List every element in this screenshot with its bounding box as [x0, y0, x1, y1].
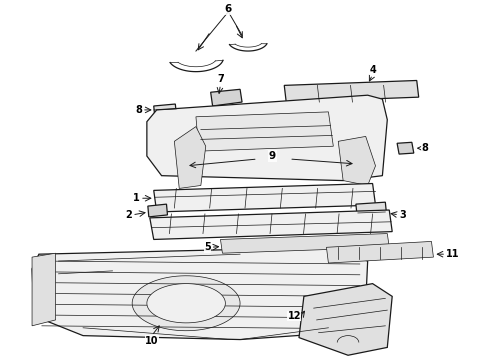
Polygon shape: [147, 95, 387, 181]
Polygon shape: [338, 136, 375, 185]
Text: 8: 8: [422, 143, 429, 153]
Text: 7: 7: [217, 75, 224, 84]
Text: 10: 10: [145, 336, 159, 346]
Polygon shape: [356, 202, 387, 224]
Polygon shape: [299, 284, 392, 355]
Polygon shape: [148, 204, 168, 217]
Polygon shape: [174, 127, 206, 188]
Polygon shape: [132, 276, 240, 331]
Text: 9: 9: [269, 151, 276, 161]
Text: 11: 11: [446, 249, 460, 259]
Text: 12: 12: [288, 311, 301, 321]
Polygon shape: [211, 89, 242, 106]
Polygon shape: [32, 247, 368, 339]
Text: 5: 5: [204, 242, 211, 252]
Polygon shape: [154, 104, 176, 116]
Text: 8: 8: [135, 105, 142, 115]
Polygon shape: [32, 253, 55, 326]
Polygon shape: [147, 284, 225, 323]
Text: 4: 4: [369, 64, 376, 75]
Polygon shape: [150, 210, 392, 239]
Polygon shape: [220, 234, 389, 253]
Text: 6: 6: [225, 4, 232, 14]
Text: 1: 1: [133, 193, 140, 203]
Polygon shape: [196, 112, 333, 151]
Text: 2: 2: [125, 210, 132, 220]
Polygon shape: [397, 142, 414, 154]
Polygon shape: [326, 242, 434, 263]
Text: 3: 3: [399, 210, 406, 220]
Polygon shape: [284, 81, 418, 102]
Polygon shape: [154, 184, 375, 212]
